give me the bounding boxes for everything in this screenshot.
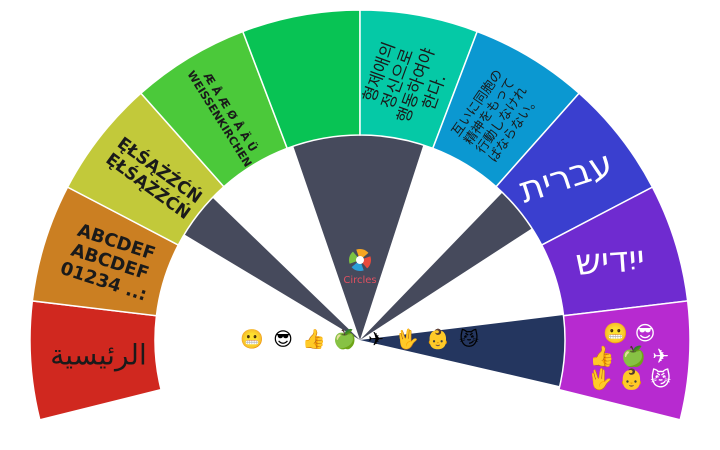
emoji-item[interactable]: ✈ [368,329,384,351]
menu-segment[interactable]: الرئيسية [29,300,162,421]
label-line: 😬 😎 [603,320,655,344]
logo-hole [356,256,364,264]
emoji-item[interactable]: 😬 [240,329,264,351]
label-line: 👍 🍏 ✈ [590,343,669,367]
inner-wedge [360,315,566,387]
segment-shape[interactable] [558,300,691,421]
inner-wedge [293,134,424,340]
menu-segment[interactable]: Æ Å Æ Ø Å Ä ÜWEISSENKIRCHEN [139,30,289,188]
menu-segment[interactable]: 互いに同胞の精神をもって行動しなければならない。 [431,30,581,188]
inner-wedge [184,197,360,340]
label-line: الرئيسية [50,338,146,371]
segment-label: 😬 😎 👍 🍏 ✈ 🖖 👶 😼 [588,320,672,392]
emoji-item[interactable]: 👶 [426,328,450,351]
menu-segment[interactable]: 😬 😎 👍 🍏 ✈ 🖖 👶 😼 [558,300,691,421]
segment-label: الرئيسية [50,338,146,371]
emoji-item[interactable]: 😎 [273,329,293,351]
menu-segment[interactable]: ייִדיש [540,186,689,317]
emoji-item[interactable]: 😼 [459,329,479,351]
segment-label: ייִדיש [574,238,646,284]
inner-wedge [360,192,532,340]
emoji-item[interactable]: 🍏 [333,328,357,351]
label-line: 🖖 👶 😼 [588,366,672,392]
emoji-item[interactable]: 👍 [302,328,326,351]
emoji-item[interactable]: 🖖 [395,328,419,352]
label-line: ייִדיש [574,238,646,284]
center-label: Circles [343,275,376,286]
